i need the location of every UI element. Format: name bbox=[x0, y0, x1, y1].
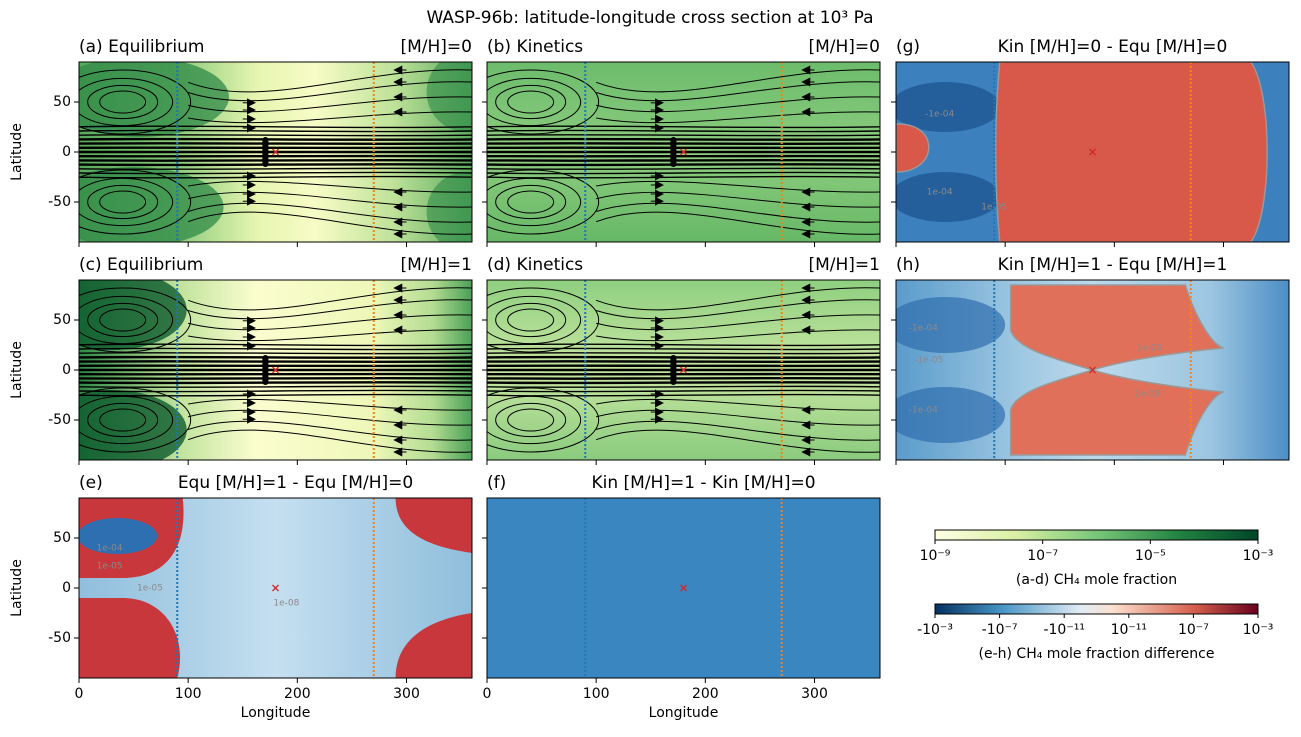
colorbar-tick-label: -10⁻¹¹ bbox=[1043, 622, 1084, 638]
center-marker bbox=[680, 366, 687, 374]
x-tick-label: 200 bbox=[692, 686, 719, 702]
panel-label: (e) bbox=[79, 473, 103, 493]
panel-title: Kin [M/H]=0 - Equ [M/H]=0 bbox=[998, 37, 1228, 57]
center-marker bbox=[272, 148, 279, 156]
panel: (d) Kinetics [M/H]=1 bbox=[482, 255, 881, 465]
x-tick-label: 0 bbox=[75, 686, 84, 702]
x-tick-label: 300 bbox=[801, 686, 828, 702]
center-marker bbox=[1089, 148, 1096, 156]
y-tick-label: -50 bbox=[48, 412, 71, 428]
contour-label: 1e-08 bbox=[273, 599, 299, 609]
colorbar-tick-label: 10⁻⁷ bbox=[1027, 548, 1058, 564]
x-tick-label: 100 bbox=[175, 686, 202, 702]
contour-label: 1e-09 bbox=[1136, 344, 1162, 354]
contour-label: -1e-05 bbox=[914, 356, 943, 366]
x-tick-label: 200 bbox=[284, 686, 311, 702]
center-marker bbox=[272, 584, 279, 592]
contour-label: 1e-04 bbox=[927, 188, 953, 198]
panel: 0 100 200 300 (f) Kin [M/H]=1 - Kin [M/H]=0 Lo… bbox=[482, 473, 881, 721]
panel-label: (c) Equilibrium bbox=[79, 255, 203, 275]
panel-label: (g) bbox=[896, 37, 920, 57]
contour-label: 1e-05 bbox=[137, 584, 163, 594]
colorbar-tick-label: 10⁻⁹ bbox=[920, 548, 951, 564]
y-tick-label: 0 bbox=[62, 362, 71, 378]
panel-label: (d) Kinetics bbox=[487, 255, 583, 275]
colorbar-tick-label: -10⁻⁷ bbox=[982, 622, 1018, 638]
x-axis-label: Longitude bbox=[649, 705, 719, 721]
panel-label: (b) Kinetics bbox=[487, 37, 583, 57]
map-field: 1e-04 1e-05 1e-05 1e-08 bbox=[79, 498, 472, 678]
map-field bbox=[487, 498, 880, 678]
y-tick-label: -50 bbox=[48, 630, 71, 646]
map-field bbox=[487, 62, 880, 242]
panel-title: Kin [M/H]=1 - Equ [M/H]=1 bbox=[998, 255, 1228, 275]
center-marker bbox=[680, 148, 687, 156]
colorbar: 10⁻⁹ 10⁻⁷ 10⁻⁵ 10⁻³ (a-d) CH₄ mole fraction bbox=[920, 529, 1274, 588]
colorbar-tick-label: 10⁻³ bbox=[1243, 548, 1274, 564]
center-marker bbox=[1089, 366, 1096, 374]
panel-subtitle: [M/H]=1 bbox=[400, 255, 472, 275]
streamlines bbox=[487, 65, 880, 239]
y-axis-label: Latitude bbox=[9, 341, 25, 399]
colorbar-tick-label: 10⁻³ bbox=[1243, 622, 1274, 638]
colorbar-tick-label: -10⁻³ bbox=[917, 622, 953, 638]
panel-title: Equ [M/H]=1 - Equ [M/H]=0 bbox=[178, 473, 413, 493]
streamlines bbox=[79, 283, 472, 457]
contour-label: -1e-04 bbox=[909, 406, 938, 416]
contour-label: 1e-05 bbox=[97, 562, 123, 572]
panel: -50 0 50 (a) Equilibrium [M/H]=0 Latitude bbox=[9, 37, 473, 247]
y-tick-label: 50 bbox=[53, 312, 71, 328]
contour-label: -1e-04 bbox=[925, 110, 954, 120]
x-tick-label: 300 bbox=[393, 686, 420, 702]
map-field bbox=[79, 62, 472, 242]
figure-title: WASP-96b: latitude-longitude cross secti… bbox=[426, 8, 873, 28]
map-field bbox=[79, 280, 472, 460]
colorbar-tick-label: 10⁻⁷ bbox=[1178, 622, 1209, 638]
colorbar: -10⁻³ -10⁻⁷ -10⁻¹¹ 10⁻¹¹ 10⁻⁷ 10⁻³ (e-h) CH₄ m… bbox=[917, 603, 1274, 662]
colorbar-gradient bbox=[934, 603, 1259, 615]
x-axis-label: Longitude bbox=[241, 705, 311, 721]
panel-subtitle: [M/H]=1 bbox=[808, 255, 880, 275]
y-tick-label: 50 bbox=[53, 530, 71, 546]
x-tick-label: 0 bbox=[483, 686, 492, 702]
panel-title: Kin [M/H]=1 - Kin [M/H]=0 bbox=[591, 473, 815, 493]
x-tick-label: 100 bbox=[583, 686, 610, 702]
panel-label: (a) Equilibrium bbox=[79, 37, 204, 57]
panel: -1e-04 -1e-05 -1e-04 1e-09 1e-08 (h) Kin [M/H]… bbox=[891, 255, 1290, 465]
contour-label: 1e-04 bbox=[97, 544, 123, 554]
colorbar-gradient bbox=[934, 529, 1259, 541]
colorbar-tick-label: 10⁻¹¹ bbox=[1111, 622, 1147, 638]
panel-subtitle: [M/H]=0 bbox=[808, 37, 880, 57]
colorbar-tick-label: 10⁻⁵ bbox=[1135, 548, 1166, 564]
panel: 1e-04 1e-05 1e-05 1e-08 0 100 200 300 -50 0 50 (e) E… bbox=[9, 473, 473, 721]
center-marker bbox=[272, 366, 279, 374]
y-tick-label: -50 bbox=[48, 194, 71, 210]
streamlines bbox=[487, 283, 880, 457]
panel-subtitle: [M/H]=0 bbox=[400, 37, 472, 57]
panel-label: (h) bbox=[896, 255, 920, 275]
colorbar-label: (a-d) CH₄ mole fraction bbox=[1016, 572, 1177, 588]
center-marker bbox=[680, 584, 687, 592]
contour-label: -1e-04 bbox=[909, 324, 938, 334]
contour-label: 1e-08 bbox=[1134, 390, 1160, 400]
y-tick-label: 0 bbox=[62, 580, 71, 596]
colorbar-label: (e-h) CH₄ mole fraction difference bbox=[979, 646, 1215, 662]
panel-label: (f) bbox=[487, 473, 506, 493]
streamlines bbox=[79, 65, 472, 239]
y-tick-label: 0 bbox=[62, 144, 71, 160]
map-field: -1e-04 -1e-05 -1e-04 1e-09 1e-08 bbox=[896, 280, 1289, 460]
y-axis-label: Latitude bbox=[9, 123, 25, 181]
panel: -50 0 50 (c) Equilibrium [M/H]=1 Latitude bbox=[9, 255, 473, 465]
y-tick-label: 50 bbox=[53, 94, 71, 110]
map-field bbox=[487, 280, 880, 460]
y-axis-label: Latitude bbox=[9, 559, 25, 617]
panel: (b) Kinetics [M/H]=0 bbox=[482, 37, 881, 247]
